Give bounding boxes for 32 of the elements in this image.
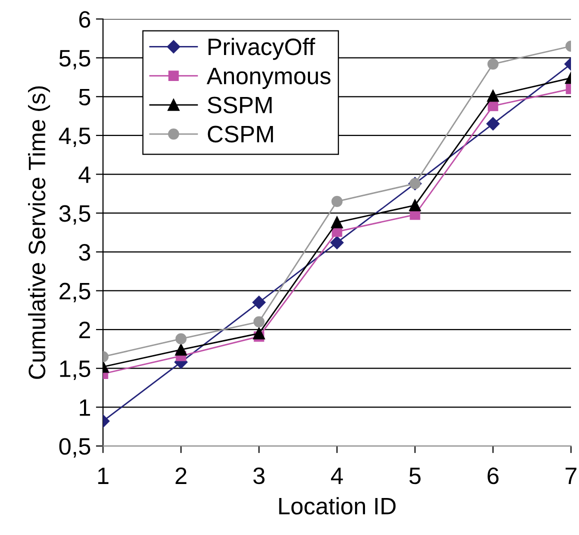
x-tick-label: 7 — [566, 468, 576, 484]
x-tick-label: 1 — [98, 468, 108, 484]
point — [253, 316, 265, 328]
point — [252, 296, 266, 309]
legend-label: SSPM — [208, 96, 272, 114]
y-tick-label: 2,5 — [60, 282, 90, 302]
y-tick-label: 0,5 — [59, 438, 90, 458]
y-tick-label: 3 — [78, 244, 90, 261]
y-tick-label: 4,5 — [58, 128, 90, 148]
y-tick-label: 6 — [79, 11, 90, 28]
x-tick-label: 2 — [176, 467, 186, 484]
y-tick-label: 3,5 — [59, 205, 90, 225]
y-tick-label: 1 — [80, 399, 90, 416]
y-tick-label: 5 — [79, 88, 90, 106]
y-tick-label: 4 — [78, 166, 91, 183]
y-axis-title: Cumulative Service Time (s) — [28, 86, 50, 379]
y-tick-label: 5,5 — [59, 50, 90, 70]
point — [331, 216, 343, 228]
x-tick-label: 6 — [488, 467, 499, 484]
x-tick-label: 4 — [330, 468, 343, 484]
x-tick-label: 3 — [253, 467, 265, 484]
legend-label: PrivacyOff — [208, 38, 316, 60]
x-axis-title: Location ID — [279, 497, 396, 515]
y-tick-label: 2 — [79, 322, 90, 338]
point — [253, 328, 265, 340]
y-tick-label: 1,5 — [60, 360, 90, 380]
legend-label: Anonymous — [206, 68, 330, 89]
legend-label: CSPM — [208, 126, 273, 143]
point — [409, 199, 421, 212]
point — [331, 196, 343, 207]
x-tick-label: 5 — [409, 468, 421, 484]
point — [330, 236, 344, 250]
